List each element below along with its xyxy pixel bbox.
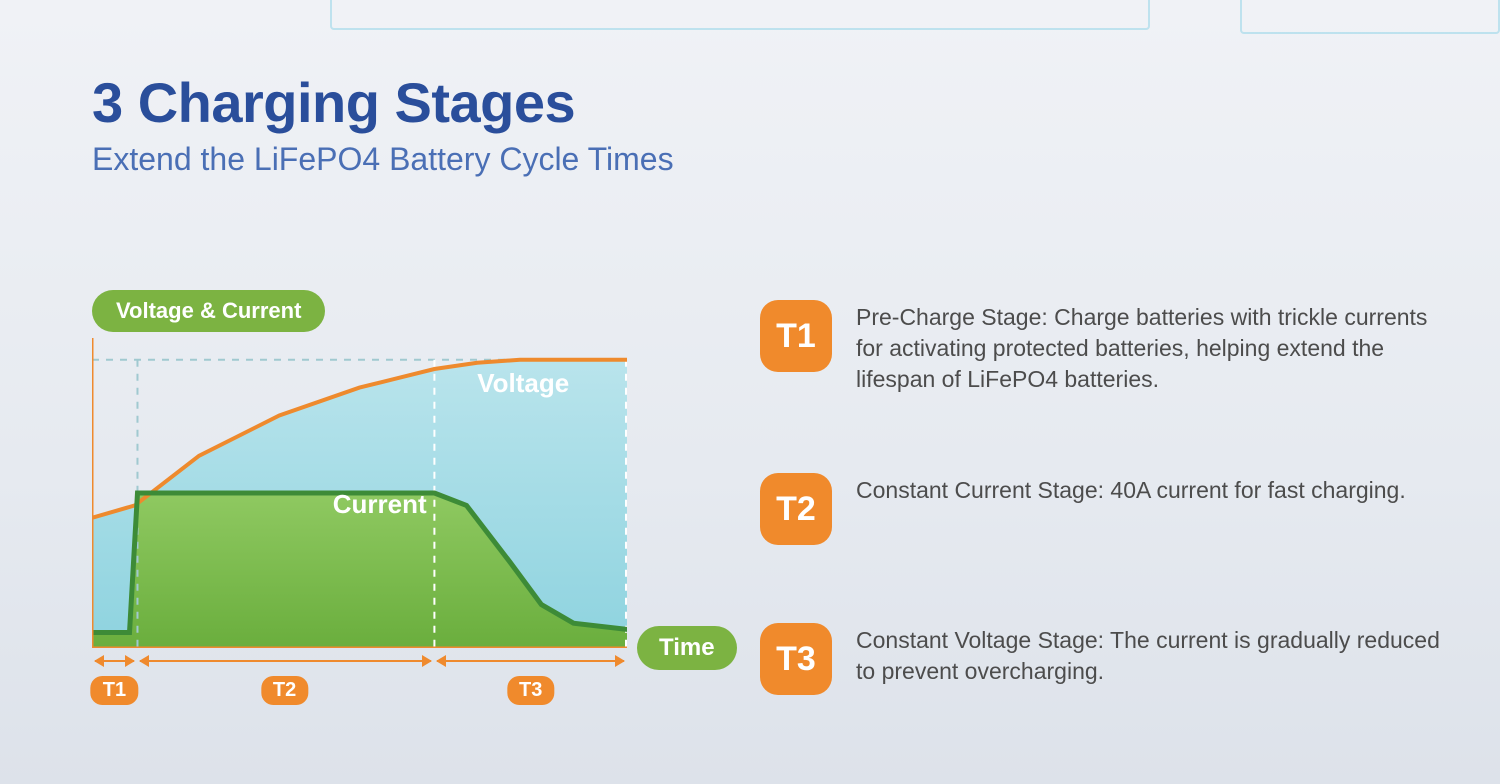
y-axis-label-pill: Voltage & Current bbox=[92, 290, 325, 332]
timeline-pill-t2: T2 bbox=[261, 676, 308, 705]
current-series-label: Current bbox=[333, 489, 427, 520]
timeline-span bbox=[140, 660, 431, 662]
chart-container: Voltage & Current bbox=[92, 290, 702, 648]
stage-item: T3 Constant Voltage Stage: The current i… bbox=[760, 623, 1450, 695]
stage-badge-t2: T2 bbox=[760, 473, 832, 545]
timeline-span bbox=[437, 660, 624, 662]
stage-text-t1: Pre-Charge Stage: Charge batteries with … bbox=[856, 300, 1450, 395]
deco-box-1 bbox=[330, 0, 1150, 30]
timeline-pill-t3: T3 bbox=[507, 676, 554, 705]
page-subtitle: Extend the LiFePO4 Battery Cycle Times bbox=[92, 141, 674, 178]
timeline-span bbox=[95, 660, 134, 662]
voltage-series-label: Voltage bbox=[477, 368, 569, 399]
stage-text-t2: Constant Current Stage: 40A current for … bbox=[856, 473, 1406, 506]
stage-text-t3: Constant Voltage Stage: The current is g… bbox=[856, 623, 1450, 687]
deco-box-2 bbox=[1240, 0, 1500, 34]
stage-item: T2 Constant Current Stage: 40A current f… bbox=[760, 473, 1450, 545]
page-title: 3 Charging Stages bbox=[92, 70, 674, 135]
x-axis-label-pill: Time bbox=[637, 626, 737, 670]
stage-badge-t3: T3 bbox=[760, 623, 832, 695]
heading: 3 Charging Stages Extend the LiFePO4 Bat… bbox=[92, 70, 674, 178]
stage-item: T1 Pre-Charge Stage: Charge batteries wi… bbox=[760, 300, 1450, 395]
timeline-pill-t1: T1 bbox=[91, 676, 138, 705]
timeline-markers: T1 T2 T3 bbox=[92, 648, 702, 708]
stage-badge-t1: T1 bbox=[760, 300, 832, 372]
stage-list: T1 Pre-Charge Stage: Charge batteries wi… bbox=[760, 300, 1450, 695]
